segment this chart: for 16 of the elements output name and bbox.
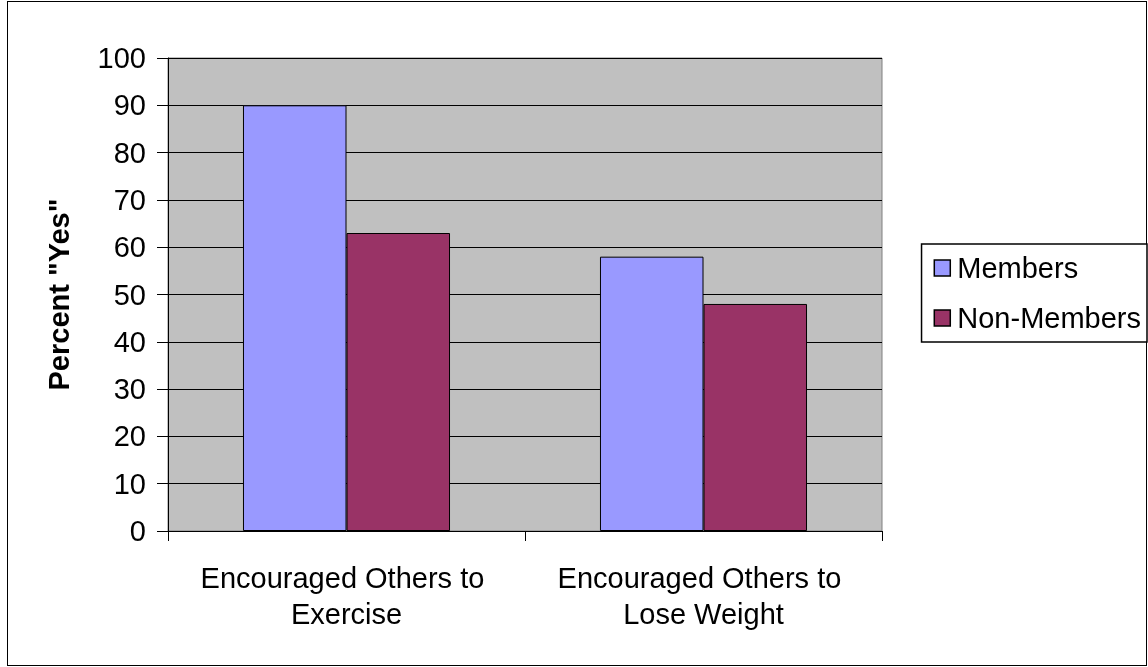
- y-axis-title: Percent "Yes": [42, 198, 75, 391]
- x-tick-label: Encouraged Others to Lose Weight: [557, 562, 850, 630]
- y-tick-label: 70: [113, 183, 146, 216]
- x-tick-label: Encouraged Others to Exercise: [200, 562, 493, 630]
- y-tick-label: 50: [113, 278, 146, 311]
- y-tick-label: 0: [129, 515, 146, 547]
- y-tick-label: 20: [113, 420, 146, 453]
- y-tick-label: 60: [113, 231, 146, 264]
- y-tick-label: 90: [113, 89, 146, 122]
- y-tick-label: 10: [113, 467, 146, 500]
- legend-label: Non-Members: [957, 302, 1141, 334]
- y-tick-label: 100: [97, 42, 146, 74]
- y-tick-label: 80: [113, 136, 146, 169]
- y-tick-label: 30: [113, 373, 146, 406]
- y-tick-label: 40: [113, 325, 146, 358]
- legend-label: Members: [957, 252, 1079, 284]
